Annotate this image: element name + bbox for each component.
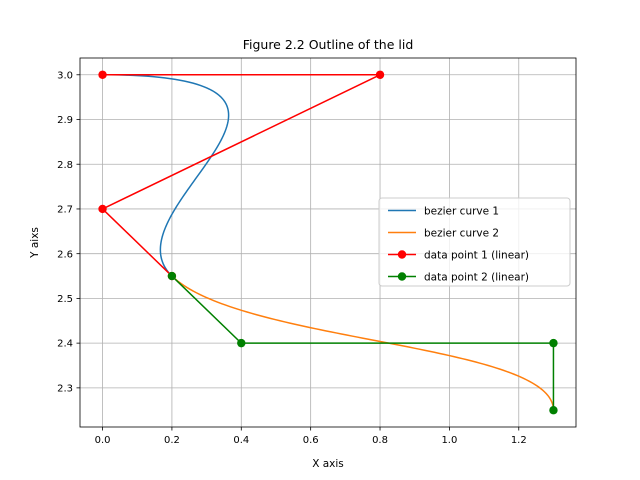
legend-marker <box>397 272 407 281</box>
x-tick-label: 0.6 <box>303 435 319 446</box>
y-tick-label: 2.3 <box>57 383 73 394</box>
x-tick-label: 1.0 <box>441 435 457 446</box>
data-point-data-point-1-linear <box>98 204 107 214</box>
data-point-data-point-1-linear <box>98 70 107 79</box>
x-tick-label: 1.2 <box>511 435 527 446</box>
data-point-data-point-2-linear <box>549 406 558 415</box>
x-tick-label: 0.2 <box>164 435 180 446</box>
y-tick-label: 2.4 <box>57 339 73 350</box>
series-line-bezier-curve-1 <box>102 74 230 277</box>
x-tick-label: 0.8 <box>372 435 388 446</box>
legend-marker <box>397 250 407 259</box>
y-axis-label: Y aixs <box>29 227 41 259</box>
x-tick-label: 0.4 <box>233 435 249 446</box>
series-line-data-point-1-linear <box>101 74 381 277</box>
data-point-data-point-2-linear <box>549 338 558 348</box>
y-tick-label: 3.0 <box>57 70 73 81</box>
legend: bezier curve 1 bezier curve 2 data point 1… <box>378 197 571 287</box>
data-point-data-point-2-linear <box>167 271 177 281</box>
y-tick-label: 2.9 <box>57 115 73 126</box>
chart-title: Figure 2.2 Outline of the lid <box>243 37 414 52</box>
legend-entry-label: data point 1 (linear) <box>424 250 529 262</box>
y-tick-label: 2.7 <box>57 205 73 216</box>
legend-entry-label: bezier curve 2 <box>424 228 499 240</box>
data-point-data-point-1-linear <box>375 70 385 79</box>
series-layer <box>98 70 558 415</box>
axis-ticks: 0.0 0.2 0.4 0.6 0.8 1.0 1.2 2.3 2.4 2.5 2.6 2.7 2.8 2… <box>57 70 527 446</box>
plot-area-frame <box>79 57 577 428</box>
legend-box <box>378 197 571 287</box>
data-point-data-point-2-linear <box>237 338 246 348</box>
legend-entry-label: data point 2 (linear) <box>424 272 529 284</box>
y-tick-label: 2.5 <box>57 294 73 305</box>
y-tick-label: 2.8 <box>57 160 73 171</box>
x-tick-label: 0.0 <box>95 435 111 446</box>
y-tick-label: 2.6 <box>57 249 73 260</box>
legend-entry-label: bezier curve 1 <box>424 206 499 218</box>
x-axis-label: X axis <box>312 458 344 470</box>
series-line-data-point-2-linear <box>171 275 555 411</box>
